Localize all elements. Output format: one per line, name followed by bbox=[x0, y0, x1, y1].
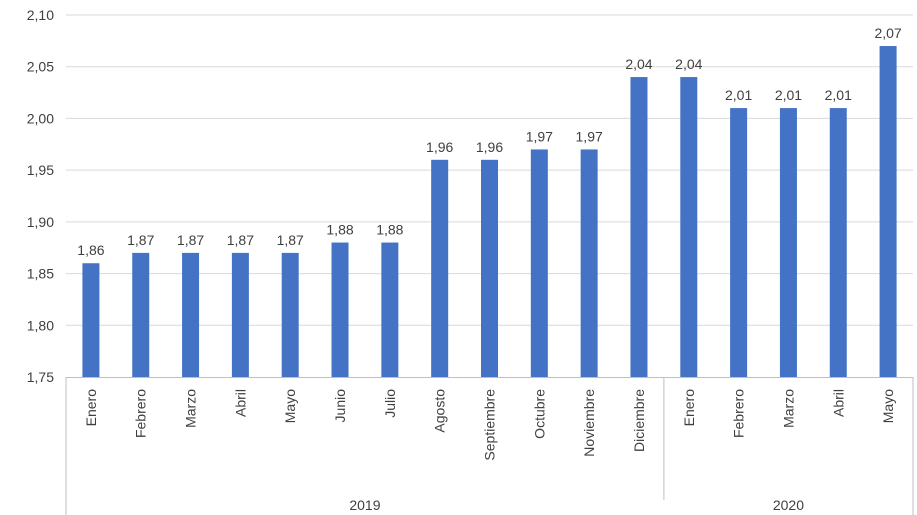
bar bbox=[132, 252, 150, 377]
category-label: Septiembre bbox=[482, 389, 498, 461]
x-axis: Enero Febrero Marzo Abril Mayo Junio Julio Agos… bbox=[65, 377, 914, 515]
category-label: Junio bbox=[332, 389, 348, 423]
bar bbox=[281, 252, 299, 377]
bar bbox=[331, 242, 349, 377]
category-label: Agosto bbox=[432, 389, 448, 433]
group-label: 2020 bbox=[773, 497, 804, 513]
category-label: Mayo bbox=[282, 389, 298, 423]
bar bbox=[182, 252, 200, 377]
data-label: 1,96 bbox=[476, 139, 503, 155]
category-label: Enero bbox=[681, 389, 697, 427]
bar bbox=[431, 159, 449, 377]
category-label: Mayo bbox=[880, 389, 896, 423]
y-tick-label: 1,95 bbox=[27, 162, 54, 178]
bar bbox=[779, 108, 797, 377]
data-label: 1,87 bbox=[277, 232, 304, 248]
bar bbox=[630, 77, 648, 378]
bar bbox=[481, 159, 498, 377]
category-label: Abril bbox=[830, 389, 846, 417]
bar bbox=[879, 46, 897, 378]
y-tick-label: 2,10 bbox=[27, 7, 54, 23]
y-tick-label: 2,00 bbox=[27, 110, 54, 126]
y-tick-label: 1,75 bbox=[27, 369, 54, 385]
data-label: 2,01 bbox=[775, 87, 802, 103]
category-label: Diciembre bbox=[631, 389, 647, 452]
data-label: 2,01 bbox=[725, 87, 752, 103]
data-label: 1,87 bbox=[127, 232, 154, 248]
bar bbox=[580, 149, 598, 377]
bar bbox=[82, 263, 100, 377]
category-label: Noviembre bbox=[581, 389, 597, 457]
bar bbox=[680, 77, 698, 378]
data-label: 1,87 bbox=[177, 232, 204, 248]
data-label: 1,96 bbox=[426, 139, 453, 155]
category-label: Enero bbox=[83, 389, 99, 427]
category-label: Febrero bbox=[133, 389, 149, 438]
data-label: 1,86 bbox=[77, 242, 104, 258]
category-label: Marzo bbox=[183, 389, 199, 428]
data-label: 1,88 bbox=[326, 222, 353, 238]
category-label: Octubre bbox=[531, 389, 547, 439]
y-tick-label: 1,80 bbox=[27, 317, 54, 333]
category-label: Marzo bbox=[780, 389, 796, 428]
data-label: 1,88 bbox=[376, 222, 403, 238]
category-label: Abril bbox=[232, 389, 248, 417]
bar bbox=[829, 108, 847, 377]
data-label: 1,97 bbox=[526, 128, 553, 144]
data-label: 1,97 bbox=[576, 128, 603, 144]
group-label: 2019 bbox=[349, 497, 380, 513]
y-axis-ticks: 1,75 1,80 1,85 1,90 1,95 2,00 2,05 2,10 bbox=[27, 7, 54, 385]
y-tick-label: 2,05 bbox=[27, 59, 54, 75]
data-label: 2,07 bbox=[874, 25, 901, 41]
y-tick-label: 1,90 bbox=[27, 214, 54, 230]
y-tick-label: 1,85 bbox=[27, 266, 54, 282]
bar bbox=[231, 252, 249, 377]
bar-series bbox=[82, 46, 897, 378]
data-label: 1,87 bbox=[227, 232, 254, 248]
data-labels: 1,86 1,87 1,87 1,87 1,87 1,88 1,88 1,96 1,96 1,97… bbox=[77, 25, 902, 258]
data-label: 2,04 bbox=[625, 56, 652, 72]
bar bbox=[530, 149, 548, 377]
data-label: 2,01 bbox=[825, 87, 852, 103]
category-label: Febrero bbox=[731, 389, 747, 438]
bar bbox=[730, 108, 748, 377]
data-label: 2,04 bbox=[675, 56, 702, 72]
category-label: Julio bbox=[382, 389, 398, 418]
bar bbox=[381, 242, 399, 377]
